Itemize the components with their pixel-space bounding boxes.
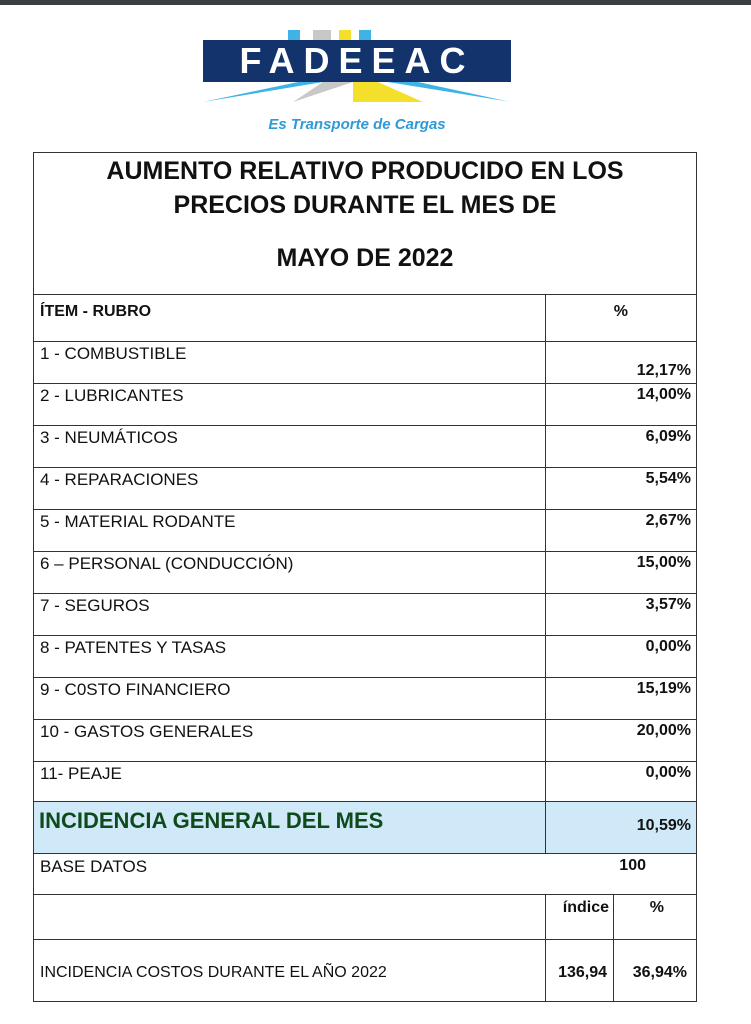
base-label: BASE DATOS — [40, 857, 148, 876]
item-label: 2 - LUBRICANTES — [40, 386, 184, 405]
item-label: 9 - C0STO FINANCIERO — [40, 680, 231, 699]
annual-row: INCIDENCIA COSTOS DURANTE EL AÑO 2022 13… — [34, 939, 696, 1001]
item-label: 5 - MATERIAL RODANTE — [40, 512, 236, 531]
item-value: 2,67% — [645, 512, 691, 529]
annual-index: 136,94 — [558, 964, 607, 981]
item-value: 15,19% — [636, 680, 691, 697]
item-row: 4 - REPARACIONES 5,54% — [34, 467, 696, 509]
item-row: 1 - COMBUSTIBLE 12,17% — [34, 341, 696, 383]
base-value: 100 — [619, 857, 646, 874]
item-row: 10 - GASTOS GENERALES 20,00% — [34, 719, 696, 761]
col-index: índice — [562, 899, 609, 916]
item-value: 0,00% — [645, 638, 691, 655]
header-row: ÍTEM - RUBRO % — [34, 294, 696, 341]
item-value: 15,00% — [636, 554, 691, 571]
item-value: 20,00% — [636, 722, 691, 739]
item-row: 2 - LUBRICANTES 14,00% — [34, 383, 696, 425]
top-bar — [0, 0, 751, 5]
item-row: 8 - PATENTES Y TASAS 0,00% — [34, 635, 696, 677]
annual-pct: 36,94% — [632, 964, 687, 981]
item-label: 6 – PERSONAL (CONDUCCIÓN) — [40, 554, 294, 573]
item-value: 0,00% — [645, 764, 691, 781]
item-label: 11- PEAJE — [40, 764, 122, 783]
item-label: 8 - PATENTES Y TASAS — [40, 638, 227, 657]
logo-tagline: Es Transporte de Cargas — [268, 116, 446, 133]
item-row: 11- PEAJE 0,00% — [34, 761, 696, 801]
title-line-1: AUMENTO RELATIVO PRODUCIDO EN LOS — [106, 157, 624, 185]
price-table: AUMENTO RELATIVO PRODUCIDO EN LOS PRECIO… — [33, 152, 697, 1002]
col-pct: % — [649, 899, 664, 916]
title-line-3: MAYO DE 2022 — [276, 244, 454, 272]
base-row: BASE DATOS 100 — [34, 853, 696, 894]
item-label: 4 - REPARACIONES — [40, 470, 199, 489]
item-value: 14,00% — [636, 386, 691, 403]
title-line-2: PRECIOS DURANTE EL MES DE — [173, 191, 557, 219]
item-label: 7 - SEGUROS — [40, 596, 150, 615]
item-row: 3 - NEUMÁTICOS 6,09% — [34, 425, 696, 467]
item-row: 9 - C0STO FINANCIERO 15,19% — [34, 677, 696, 719]
item-label: 1 - COMBUSTIBLE — [40, 344, 187, 363]
incidence-label: INCIDENCIA GENERAL DEL MES — [39, 808, 384, 833]
item-value: 6,09% — [645, 428, 691, 445]
fadeeac-logo: FADEEAC — [203, 30, 511, 102]
header-pct: % — [613, 303, 628, 320]
incidence-value: 10,59% — [636, 817, 691, 834]
annual-header-row: índice % — [34, 894, 696, 939]
item-value: 12,17% — [636, 362, 691, 379]
item-row: 6 – PERSONAL (CONDUCCIÓN) 15,00% — [34, 551, 696, 593]
incidence-row: INCIDENCIA GENERAL DEL MES 10,59% — [34, 801, 696, 853]
header-item: ÍTEM - RUBRO — [40, 303, 152, 320]
item-row: 5 - MATERIAL RODANTE 2,67% — [34, 509, 696, 551]
item-value: 3,57% — [645, 596, 691, 613]
item-label: 3 - NEUMÁTICOS — [40, 428, 178, 447]
item-value: 5,54% — [645, 470, 691, 487]
item-row: 7 - SEGUROS 3,57% — [34, 593, 696, 635]
annual-label: INCIDENCIA COSTOS DURANTE EL AÑO 2022 — [40, 964, 387, 981]
item-label: 10 - GASTOS GENERALES — [40, 722, 254, 741]
